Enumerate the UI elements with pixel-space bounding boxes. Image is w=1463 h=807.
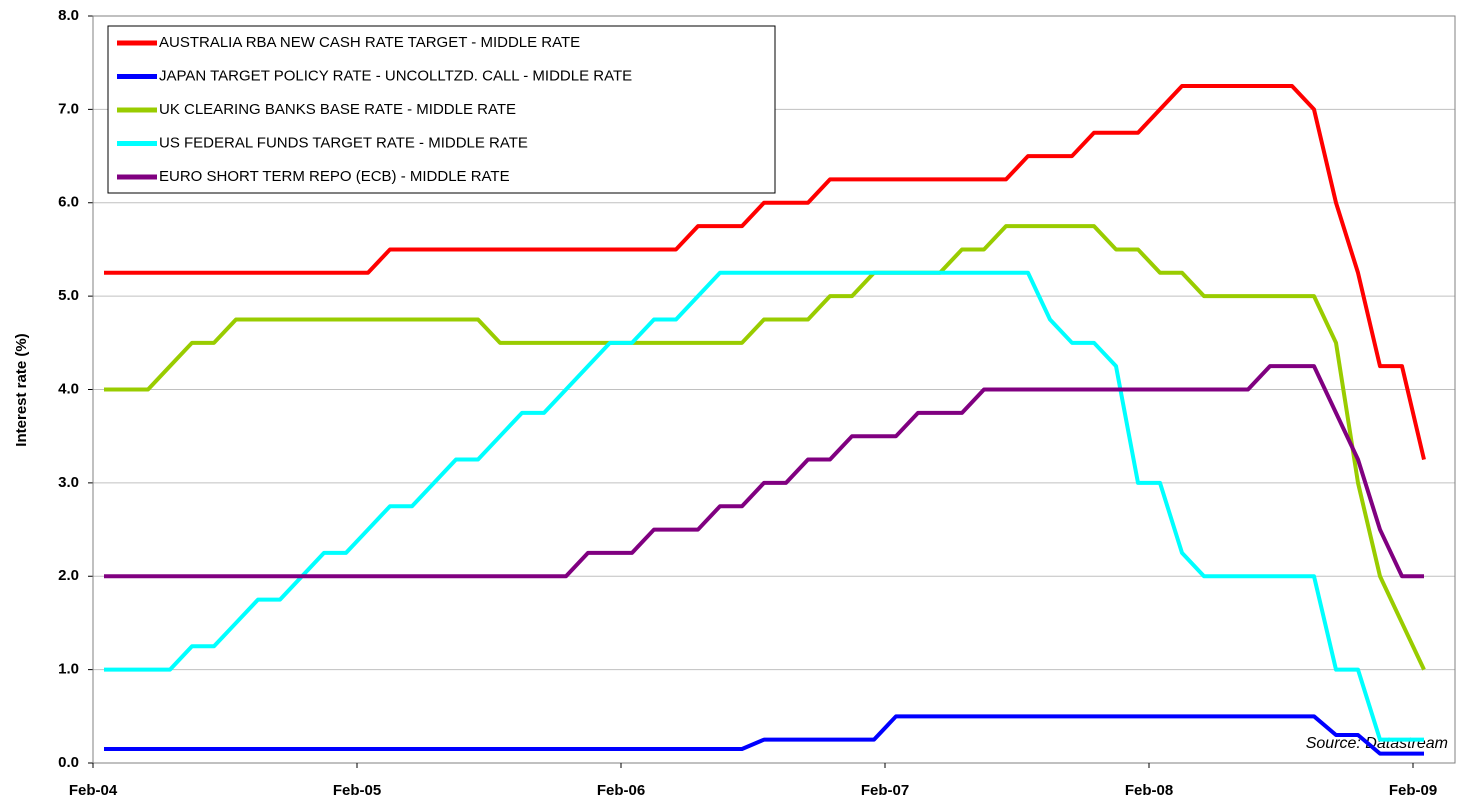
y-tick-label: 3.0 — [58, 474, 79, 491]
y-tick-label: 6.0 — [58, 194, 79, 211]
legend-label: UK CLEARING BANKS BASE RATE - MIDDLE RAT… — [159, 101, 516, 118]
y-axis-label: Interest rate (%) — [13, 333, 30, 446]
legend-label: US FEDERAL FUNDS TARGET RATE - MIDDLE RA… — [159, 134, 528, 151]
plot-frame — [92, 15, 1456, 764]
x-tick-label: Feb-04 — [69, 782, 118, 799]
y-tick-label: 4.0 — [58, 380, 79, 397]
y-tick-label: 8.0 — [58, 7, 79, 24]
x-tick-label: Feb-09 — [1389, 782, 1437, 799]
y-tick-label: 5.0 — [58, 287, 79, 304]
x-tick-label: Feb-05 — [333, 782, 381, 799]
legend-label: JAPAN TARGET POLICY RATE - UNCOLLTZD. CA… — [159, 67, 632, 84]
legend-label: EURO SHORT TERM REPO (ECB) - MIDDLE RATE — [159, 168, 510, 185]
series-line — [104, 364, 1424, 579]
y-tick-label: 7.0 — [58, 100, 79, 117]
x-tick-label: Feb-08 — [1125, 782, 1173, 799]
series-line — [104, 270, 1424, 742]
y-tick-label: 0.0 — [58, 754, 79, 771]
x-tick-label: Feb-07 — [861, 782, 909, 799]
legend-box — [107, 25, 776, 194]
legend-label: AUSTRALIA RBA NEW CASH RATE TARGET - MID… — [159, 34, 580, 51]
series-line — [104, 714, 1424, 756]
y-tick-label: 1.0 — [58, 661, 79, 678]
series-line — [104, 84, 1426, 460]
x-tick-label: Feb-06 — [597, 782, 645, 799]
series-line — [104, 224, 1426, 671]
y-tick-label: 2.0 — [58, 567, 79, 584]
